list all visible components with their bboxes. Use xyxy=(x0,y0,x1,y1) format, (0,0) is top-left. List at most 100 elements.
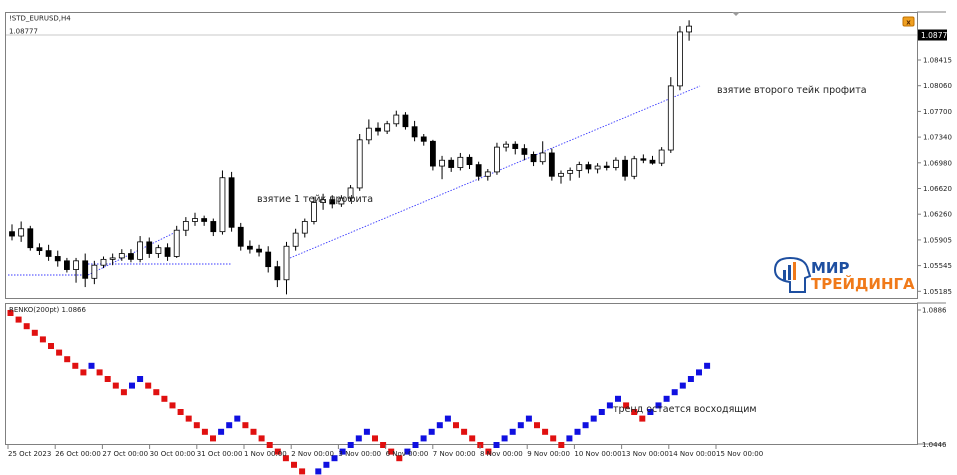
candle[interactable] xyxy=(548,148,555,181)
candle[interactable] xyxy=(667,77,674,153)
candle[interactable] xyxy=(155,244,162,258)
candle[interactable] xyxy=(173,225,180,258)
renko-brick-up xyxy=(615,395,621,402)
candle[interactable] xyxy=(182,217,189,237)
candle[interactable] xyxy=(283,241,290,295)
candle[interactable] xyxy=(567,167,574,181)
renko-brick-down xyxy=(80,369,87,376)
candle[interactable] xyxy=(622,155,628,181)
candle[interactable] xyxy=(192,212,198,226)
candle[interactable] xyxy=(219,170,226,235)
candle[interactable] xyxy=(164,243,171,261)
candle[interactable] xyxy=(466,154,473,169)
close-badge[interactable] xyxy=(902,16,915,27)
candle-body-bear xyxy=(201,218,208,222)
renko-brick-up xyxy=(420,435,427,442)
candle[interactable] xyxy=(475,161,482,181)
candle[interactable] xyxy=(265,246,272,273)
candle[interactable] xyxy=(411,120,418,142)
candle[interactable] xyxy=(521,144,528,161)
candle[interactable] xyxy=(36,243,43,255)
candle[interactable] xyxy=(201,215,208,226)
renko-brick-up xyxy=(137,376,144,382)
candle[interactable] xyxy=(393,110,400,127)
renko-brick-down xyxy=(372,435,378,442)
candle[interactable] xyxy=(338,195,345,207)
candle-body-bull xyxy=(118,253,125,259)
candle[interactable] xyxy=(686,20,692,41)
candle[interactable] xyxy=(420,133,427,146)
candle[interactable] xyxy=(118,249,125,261)
candle-body-bear xyxy=(640,158,647,161)
candle[interactable] xyxy=(137,236,144,263)
candle[interactable] xyxy=(494,142,500,175)
candle[interactable] xyxy=(539,141,546,165)
candle-body-bull xyxy=(677,31,683,87)
candle[interactable] xyxy=(439,155,445,180)
candle[interactable] xyxy=(274,260,281,288)
candle[interactable] xyxy=(631,155,638,180)
candle[interactable] xyxy=(237,222,244,251)
candle[interactable] xyxy=(402,112,409,130)
candle[interactable] xyxy=(256,244,262,257)
candle[interactable] xyxy=(301,218,308,238)
candle[interactable] xyxy=(448,157,455,172)
candle[interactable] xyxy=(347,185,354,202)
candle[interactable] xyxy=(503,141,510,152)
price-axis[interactable]: 1.08415 1.08060 1.07700 1.07340 1.06980 1.066… xyxy=(917,57,952,296)
renko-brick-up xyxy=(226,422,233,429)
time-axis[interactable]: 25 Oct 2023 26 Oct 00:00 27 Oct 00:00 30 Oc… xyxy=(7,445,763,458)
candle[interactable] xyxy=(429,139,436,171)
candle[interactable] xyxy=(457,152,464,171)
candle[interactable] xyxy=(677,26,683,91)
candle[interactable] xyxy=(100,256,107,269)
candle[interactable] xyxy=(64,257,70,273)
candle[interactable] xyxy=(91,260,98,285)
candle[interactable] xyxy=(54,250,61,267)
candle-body-bull xyxy=(539,152,546,163)
candle[interactable] xyxy=(45,244,52,261)
candle[interactable] xyxy=(384,120,391,134)
candle[interactable] xyxy=(311,196,317,225)
candle-body-bull xyxy=(320,199,327,203)
candle[interactable] xyxy=(512,141,519,155)
candle[interactable] xyxy=(576,161,583,178)
candle[interactable] xyxy=(640,154,647,164)
candle[interactable] xyxy=(530,151,537,167)
window-drag-handle-icon[interactable] xyxy=(732,12,740,16)
candle[interactable] xyxy=(73,257,79,283)
candle[interactable] xyxy=(146,237,153,258)
candle[interactable] xyxy=(356,133,363,191)
candle[interactable] xyxy=(603,161,610,171)
candle[interactable] xyxy=(585,161,592,174)
logo-line2: ТРЕЙДИНГА xyxy=(811,274,915,293)
candle-body-bear xyxy=(622,159,628,177)
candle[interactable] xyxy=(18,221,25,242)
candle[interactable] xyxy=(484,168,491,181)
candle[interactable] xyxy=(128,249,134,263)
candle[interactable] xyxy=(320,193,327,210)
renko-brick-up xyxy=(404,448,411,455)
candle[interactable] xyxy=(613,157,619,171)
candle[interactable] xyxy=(228,171,235,232)
candle[interactable] xyxy=(109,253,116,266)
candle[interactable] xyxy=(246,240,253,254)
candle[interactable] xyxy=(27,225,34,251)
candle[interactable] xyxy=(365,119,372,145)
candle[interactable] xyxy=(658,147,665,167)
candle[interactable] xyxy=(292,228,299,251)
renko-axis-top-label: 1.0886 xyxy=(922,307,947,315)
candle[interactable] xyxy=(558,170,564,184)
candle[interactable] xyxy=(594,163,601,174)
candle[interactable] xyxy=(210,218,217,237)
head-chart-icon xyxy=(773,256,812,293)
candle[interactable] xyxy=(82,253,89,288)
candle[interactable] xyxy=(9,224,15,241)
candle-body-bear xyxy=(274,266,281,281)
candle[interactable] xyxy=(375,122,381,136)
candle-body-bull xyxy=(613,159,619,168)
renko-panel-frame[interactable] xyxy=(5,303,918,445)
candle[interactable] xyxy=(329,195,336,209)
candle[interactable] xyxy=(649,155,656,165)
time-axis-label: 25 Oct 2023 xyxy=(8,450,51,458)
